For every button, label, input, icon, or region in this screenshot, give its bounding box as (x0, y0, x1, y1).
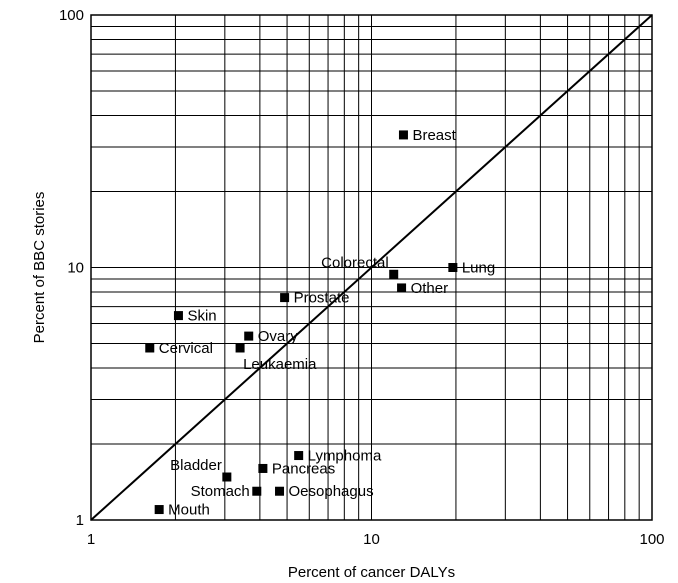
data-point-lymphoma (294, 451, 304, 461)
x-tick-label: 1 (87, 531, 95, 548)
data-point-stomach (252, 486, 262, 496)
x-tick-label: 100 (639, 531, 664, 548)
y-tick-label: 1 (76, 512, 84, 529)
data-point-oesophagus (275, 486, 285, 496)
data-points: Breast Lung Colorectal Other Prostate Skin Ova… (145, 127, 495, 519)
plot-frame (90, 14, 653, 521)
point-label-other: Other (411, 280, 449, 297)
point-label-stomach: Stomach (191, 483, 250, 500)
point-label-prostate: Prostate (294, 290, 350, 307)
x-axis-title: Percent of cancer DALYs (288, 564, 455, 581)
data-point-colorectal (389, 269, 399, 279)
point-label-pancreas: Pancreas (272, 460, 335, 477)
point-label-lymphoma: Lymphoma (308, 448, 382, 465)
point-label-oesophagus: Oesophagus (289, 483, 374, 500)
y-tick-label: 10 (67, 260, 84, 277)
data-point-prostate (280, 293, 290, 303)
data-point-cervical (145, 343, 155, 353)
data-point-pancreas (258, 463, 268, 473)
x-tick-label: 10 (363, 531, 380, 548)
data-point-mouth (154, 505, 164, 515)
data-point-other (397, 283, 407, 293)
data-point-lung (448, 263, 458, 272)
point-label-leukaemia: Leukaemia (243, 356, 317, 373)
point-label-ovary: Ovary (258, 328, 299, 345)
y-axis-title: Percent of BBC stories (31, 192, 48, 344)
point-label-cervical: Cervical (159, 340, 213, 357)
data-point-skin (173, 311, 183, 321)
tick-labels: 1 10 100 1 10 100 (59, 7, 665, 548)
data-point-bladder (222, 472, 232, 482)
y-tick-label: 100 (59, 7, 84, 24)
point-label-bladder: Bladder (170, 457, 222, 474)
data-point-breast (398, 130, 408, 140)
data-point-leukaemia (235, 343, 245, 353)
reference-line-y-equals-x (90, 14, 653, 521)
data-point-ovary (244, 331, 254, 341)
grid-lines (91, 15, 652, 520)
point-label-skin: Skin (187, 308, 216, 325)
point-label-breast: Breast (412, 127, 456, 144)
point-label-lung: Lung (462, 260, 495, 277)
point-label-mouth: Mouth (168, 502, 210, 519)
point-label-colorectal: Colorectal (321, 254, 389, 271)
